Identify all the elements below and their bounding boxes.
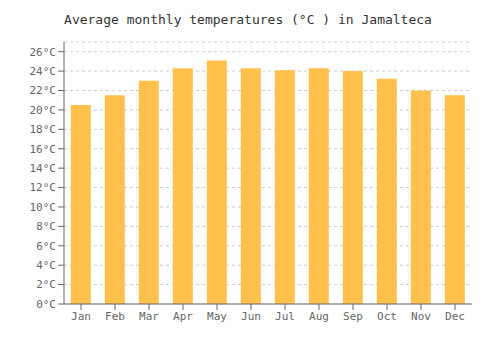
svg-text:2°C: 2°C (36, 278, 56, 291)
svg-text:Feb: Feb (105, 310, 125, 323)
svg-text:8°C: 8°C (36, 220, 56, 233)
svg-text:Jul: Jul (275, 310, 295, 323)
svg-text:Dec: Dec (445, 310, 465, 323)
svg-text:0°C: 0°C (36, 298, 56, 311)
svg-text:12°C: 12°C (30, 181, 57, 194)
svg-text:Oct: Oct (377, 310, 397, 323)
svg-text:26°C: 26°C (30, 46, 57, 59)
svg-text:6°C: 6°C (36, 240, 56, 253)
svg-text:22°C: 22°C (30, 84, 57, 97)
svg-text:16°C: 16°C (30, 143, 57, 156)
svg-text:May: May (207, 310, 227, 323)
svg-text:14°C: 14°C (30, 162, 57, 175)
svg-text:24°C: 24°C (30, 65, 57, 78)
html-text:Average monthly temperatures (: Average monthly temperatures (°C ) in Ja… (64, 12, 432, 27)
svg-text:4°C: 4°C (36, 259, 56, 272)
svg-text:10°C: 10°C (30, 201, 57, 214)
svg-text:18°C: 18°C (30, 123, 57, 136)
svg-text:Jan: Jan (71, 310, 91, 323)
svg-text:20°C: 20°C (30, 104, 57, 117)
svg-text:Jun: Jun (241, 310, 261, 323)
svg-text:Apr: Apr (173, 310, 193, 323)
svg-text:Aug: Aug (309, 310, 329, 323)
svg-text:Sep: Sep (343, 310, 363, 323)
svg-text:Mar: Mar (139, 310, 159, 323)
svg-text:Nov: Nov (411, 310, 431, 323)
